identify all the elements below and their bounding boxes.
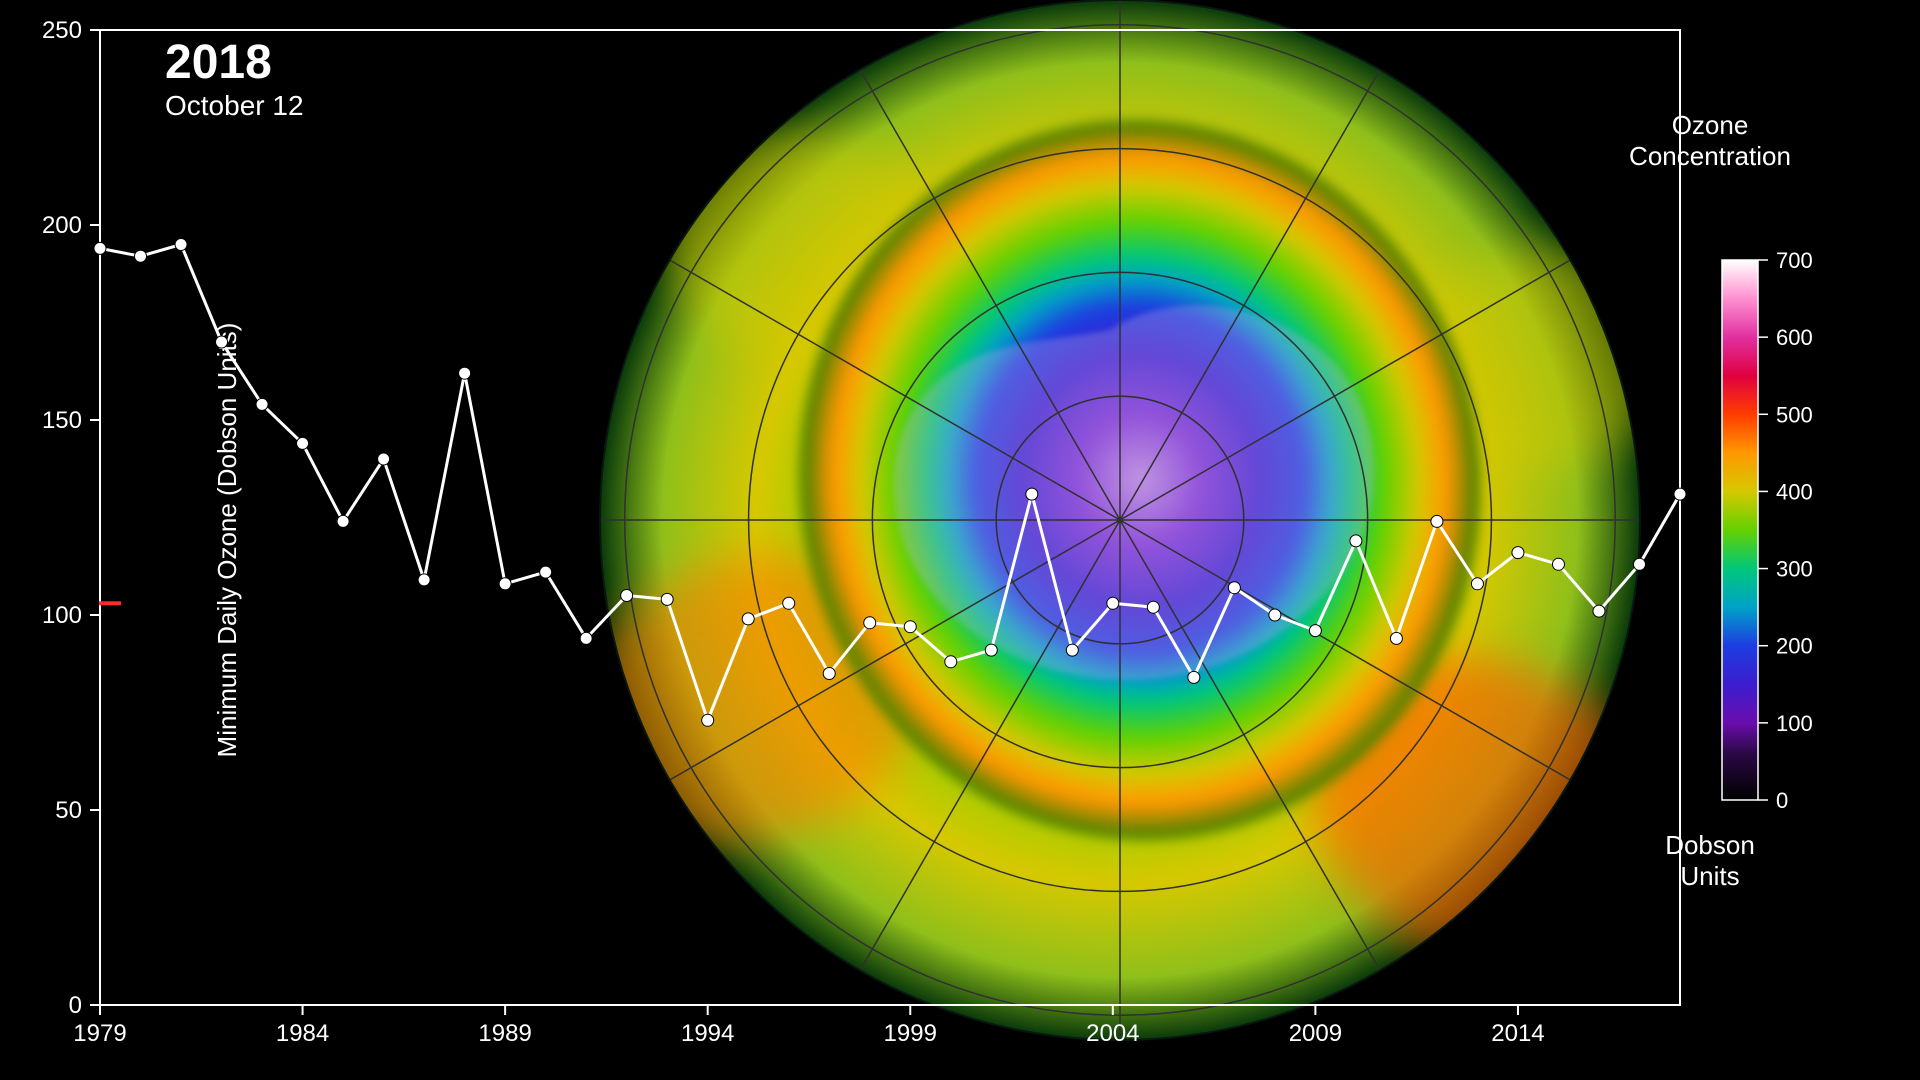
- x-tick-label: 2009: [1289, 1020, 1342, 1047]
- data-point: [1593, 605, 1605, 617]
- y-tick-label: 150: [42, 407, 82, 434]
- data-point: [256, 398, 268, 410]
- data-point: [135, 250, 147, 262]
- data-point: [540, 566, 552, 578]
- colorbar-tick-label: 600: [1776, 325, 1813, 350]
- data-point: [378, 453, 390, 465]
- data-point: [1309, 625, 1321, 637]
- data-point: [1431, 515, 1443, 527]
- data-point: [1552, 558, 1564, 570]
- data-point: [1188, 671, 1200, 683]
- data-point: [621, 590, 633, 602]
- y-tick-label: 250: [42, 17, 82, 44]
- data-point: [297, 437, 309, 449]
- colorbar-tick-label: 200: [1776, 634, 1813, 659]
- data-point: [1107, 597, 1119, 609]
- colorbar-tick-label: 0: [1776, 788, 1788, 813]
- data-point: [94, 242, 106, 254]
- data-point: [580, 632, 592, 644]
- data-point: [742, 613, 754, 625]
- data-point: [904, 621, 916, 633]
- data-point: [418, 574, 430, 586]
- colorbar-tick-label: 100: [1776, 711, 1813, 736]
- colorbar-tick-label: 500: [1776, 402, 1813, 427]
- data-point: [1228, 582, 1240, 594]
- x-tick-label: 2014: [1491, 1020, 1544, 1047]
- x-tick-label: 1989: [478, 1020, 531, 1047]
- data-point: [661, 593, 673, 605]
- colorbar: [1722, 260, 1758, 800]
- ozone-globe: [533, 0, 1748, 1050]
- data-point: [985, 644, 997, 656]
- data-point: [499, 578, 511, 590]
- data-point: [1350, 535, 1362, 547]
- y-tick-label: 0: [69, 992, 82, 1019]
- data-point: [783, 597, 795, 609]
- data-point: [702, 714, 714, 726]
- data-point: [459, 367, 471, 379]
- data-point: [864, 617, 876, 629]
- data-point: [1512, 547, 1524, 559]
- y-tick-label: 50: [55, 797, 82, 824]
- y-tick-label: 100: [42, 602, 82, 629]
- x-tick-label: 1984: [276, 1020, 329, 1047]
- x-tick-label: 1999: [884, 1020, 937, 1047]
- x-tick-label: 2004: [1086, 1020, 1139, 1047]
- data-point: [1066, 644, 1078, 656]
- data-point: [216, 336, 228, 348]
- y-tick-label: 200: [42, 212, 82, 239]
- x-tick-label: 1994: [681, 1020, 734, 1047]
- data-point: [1147, 601, 1159, 613]
- data-point: [1471, 578, 1483, 590]
- x-tick-label: 1979: [73, 1020, 126, 1047]
- data-point: [337, 515, 349, 527]
- colorbar-tick-label: 700: [1776, 248, 1813, 273]
- data-point: [823, 668, 835, 680]
- data-point: [1390, 632, 1402, 644]
- chart-svg: 0 50 100 150 200 250 1979 1984 1989 1994 1999 2004 2…: [0, 0, 1920, 1080]
- data-point: [1269, 609, 1281, 621]
- reference-marker: [99, 601, 121, 605]
- data-point: [175, 239, 187, 251]
- data-point: [1633, 558, 1645, 570]
- colorbar-tick-label: 400: [1776, 479, 1813, 504]
- data-point: [1026, 488, 1038, 500]
- data-point: [1674, 488, 1686, 500]
- data-point: [945, 656, 957, 668]
- colorbar-tick-label: 300: [1776, 557, 1813, 582]
